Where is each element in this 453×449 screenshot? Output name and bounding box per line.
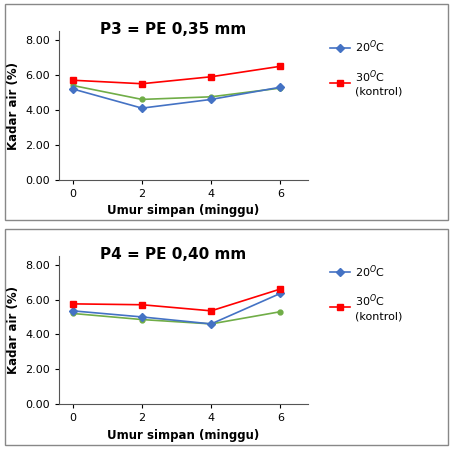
Text: P3 = PE 0,35 mm: P3 = PE 0,35 mm: [100, 22, 246, 37]
Legend: 20$^O$C, 30$^O$C
(kontrol): 20$^O$C, 30$^O$C (kontrol): [326, 259, 407, 326]
Text: P4 = PE 0,40 mm: P4 = PE 0,40 mm: [100, 247, 246, 262]
Y-axis label: Kadar air (%): Kadar air (%): [6, 62, 19, 150]
X-axis label: Umur simpan (minggu): Umur simpan (minggu): [107, 204, 260, 217]
X-axis label: Umur simpan (minggu): Umur simpan (minggu): [107, 429, 260, 442]
Legend: 20$^O$C, 30$^O$C
(kontrol): 20$^O$C, 30$^O$C (kontrol): [326, 34, 407, 101]
Y-axis label: Kadar air (%): Kadar air (%): [6, 286, 19, 374]
